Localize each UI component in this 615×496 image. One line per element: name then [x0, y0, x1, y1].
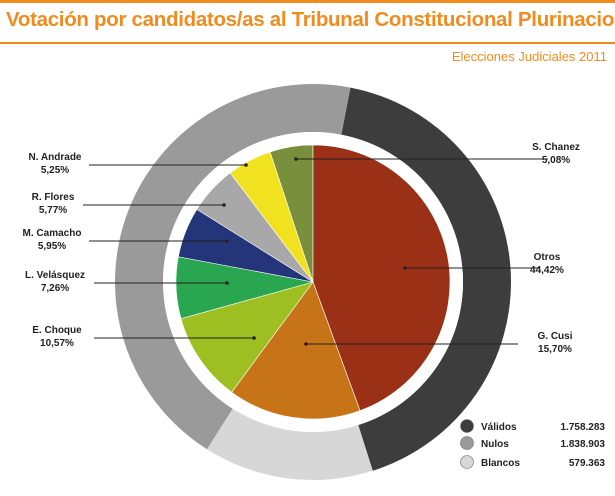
ring-segment-blancos: [206, 408, 373, 480]
legend-value-validos: 1.758.283: [561, 422, 606, 433]
slice-name-l-velasquez: L. Velásquez: [25, 270, 85, 281]
chart-title: Votación por candidatos/as al Tribunal C…: [6, 8, 615, 31]
title-rule: [0, 42, 615, 44]
legend-value-blancos: 579.363: [569, 458, 606, 469]
leader-dot-n-andrade: [244, 163, 248, 167]
leader-dot-m-camacho: [225, 239, 229, 243]
slice-percent-n-andrade: 5,25%: [41, 165, 69, 176]
leader-dot-otros: [403, 266, 407, 270]
pie-slice-n-andrade: [229, 151, 314, 283]
legend-name-nulos: Nulos: [481, 439, 509, 450]
legend: Válidos 1.758.283 Nulos 1.838.903 Blancos 579…: [460, 419, 606, 469]
ring-segment-validos: [341, 87, 511, 471]
slice-name-e-choque: E. Choque: [32, 325, 82, 336]
slice-name-m-camacho: M. Camacho: [23, 228, 82, 239]
leader-lines: [83, 157, 548, 346]
chart-subtitle: Elecciones Judiciales 2011: [451, 49, 607, 64]
ring-segment-nulos: [114, 83, 351, 450]
slice-name-r-flores: R. Flores: [32, 192, 75, 203]
slice-labels: S. Chanez 5,08% Otros 44,42% G. Cusi 15,70% E.…: [23, 142, 580, 355]
slice-percent-otros: 44,42%: [530, 265, 564, 276]
slice-percent-m-camacho: 5,95%: [38, 241, 66, 252]
leader-dot-s-chanez: [294, 157, 298, 161]
slice-percent-g-cusi: 15,70%: [538, 344, 572, 355]
leader-dot-l-velasquez: [225, 281, 229, 285]
slice-percent-l-velasquez: 7,26%: [41, 283, 69, 294]
leader-dot-r-flores: [222, 203, 226, 207]
inner-pie: [175, 144, 451, 420]
leader-dot-e-choque: [252, 336, 256, 340]
legend-swatch-validos: [460, 419, 474, 433]
legend-value-nulos: 1.838.903: [561, 439, 606, 450]
slice-name-n-andrade: N. Andrade: [29, 152, 82, 163]
legend-name-blancos: Blancos: [481, 458, 520, 469]
leader-dot-g-cusi: [304, 342, 308, 346]
legend-name-validos: Válidos: [481, 422, 517, 433]
legend-swatch-nulos: [460, 436, 474, 450]
slice-percent-s-chanez: 5,08%: [542, 155, 570, 166]
slice-name-g-cusi: G. Cusi: [537, 331, 572, 342]
title-band: Votación por candidatos/as al Tribunal C…: [0, 0, 615, 42]
slice-percent-r-flores: 5,77%: [39, 205, 67, 216]
slice-name-s-chanez: S. Chanez: [532, 142, 580, 153]
legend-swatch-blancos: [460, 455, 474, 469]
slice-name-otros: Otros: [534, 252, 561, 263]
slice-percent-e-choque: 10,57%: [40, 338, 74, 349]
pie-slice-g-cusi: [231, 281, 361, 420]
